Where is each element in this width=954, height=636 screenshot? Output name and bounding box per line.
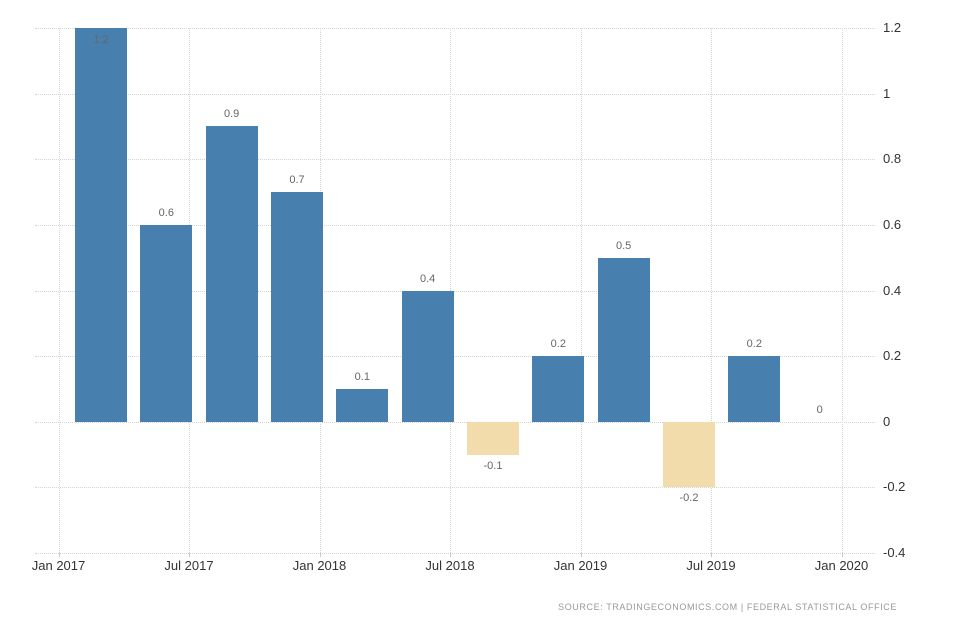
v-gridline (58, 28, 60, 553)
bar-q1-2017 (75, 28, 127, 422)
bar-value-label: -0.1 (483, 459, 503, 472)
h-gridline (35, 356, 875, 358)
y-axis-tick-label: -0.2 (883, 479, 906, 495)
y-axis-tick-label: 0 (883, 413, 891, 429)
x-axis-tick (711, 553, 712, 557)
bar-value-label: 0.5 (616, 239, 632, 252)
bar-value-label: 0.1 (354, 370, 370, 383)
bar-value-label: 0.2 (550, 338, 566, 351)
h-gridline (35, 28, 875, 29)
bar-value-label: 0.9 (224, 108, 240, 121)
y-axis-tick-label: 1.2 (883, 20, 902, 35)
y-axis-tick-label: 0.2 (883, 348, 902, 364)
x-axis-tick-label: Jul 2017 (164, 558, 214, 573)
h-gridline (35, 421, 875, 423)
bar-q3-2019 (728, 356, 781, 422)
x-axis-tick-label: Jan 2018 (292, 558, 347, 573)
h-gridline (35, 487, 875, 489)
bar-value-label: -0.2 (679, 492, 699, 505)
x-axis-tick-label: Jul 2018 (425, 558, 475, 573)
bar-q1-2018 (336, 388, 389, 422)
source-text: SOURCE: TRADINGECONOMICS.COM | FEDERAL S… (558, 602, 897, 612)
bar-value-label: 0.2 (746, 338, 762, 351)
x-axis-tick-label: Jan 2020 (814, 558, 869, 573)
bar-value-label: 0.6 (158, 206, 174, 219)
x-axis-tick (58, 553, 60, 557)
y-axis-tick-label: 0.6 (883, 216, 902, 232)
x-axis-tick-label: Jan 2019 (553, 558, 608, 573)
bar-q1-2019 (597, 257, 650, 422)
plot-area: 1.2 0.6 0.9 0.7 0.1 0.4 -0.1 0.2 0.5 -0.2 0.2 0 (35, 28, 875, 554)
h-gridline (35, 224, 875, 226)
x-axis-tick-label: Jan 2017 (31, 558, 86, 573)
v-gridline (841, 28, 843, 553)
bar-q3-2018 (466, 421, 519, 455)
bar-q2-2017 (140, 224, 193, 422)
x-axis-tick (450, 553, 451, 557)
bar-value-label: 0.7 (289, 174, 305, 187)
y-axis-tick-label: 0.4 (883, 282, 902, 298)
y-axis-tick-label: -0.4 (883, 545, 906, 560)
bar-q2-2018 (401, 290, 454, 422)
v-gridline (580, 28, 582, 553)
bar-q4-2018 (532, 356, 585, 422)
y-axis-tick-label: 1 (883, 85, 891, 101)
v-gridline (711, 28, 712, 553)
bar-q4-2017 (270, 192, 323, 422)
bar-value-label: 1.2 (93, 34, 109, 46)
h-gridline (35, 159, 875, 161)
x-axis-tick (189, 553, 190, 557)
h-gridline (35, 553, 875, 554)
x-axis-tick (841, 553, 843, 557)
bar-q2-2019 (662, 421, 715, 488)
h-gridline (35, 290, 875, 292)
x-axis-tick (319, 553, 321, 557)
y-axis-tick-label: 0.8 (883, 151, 902, 167)
bar-value-label: 0.4 (420, 272, 436, 285)
x-axis-tick (580, 553, 582, 557)
x-axis-tick-label: Jul 2019 (686, 558, 736, 573)
h-gridline (35, 93, 875, 95)
bar-q3-2017 (205, 126, 258, 422)
bar-value-label: 0 (816, 403, 823, 416)
